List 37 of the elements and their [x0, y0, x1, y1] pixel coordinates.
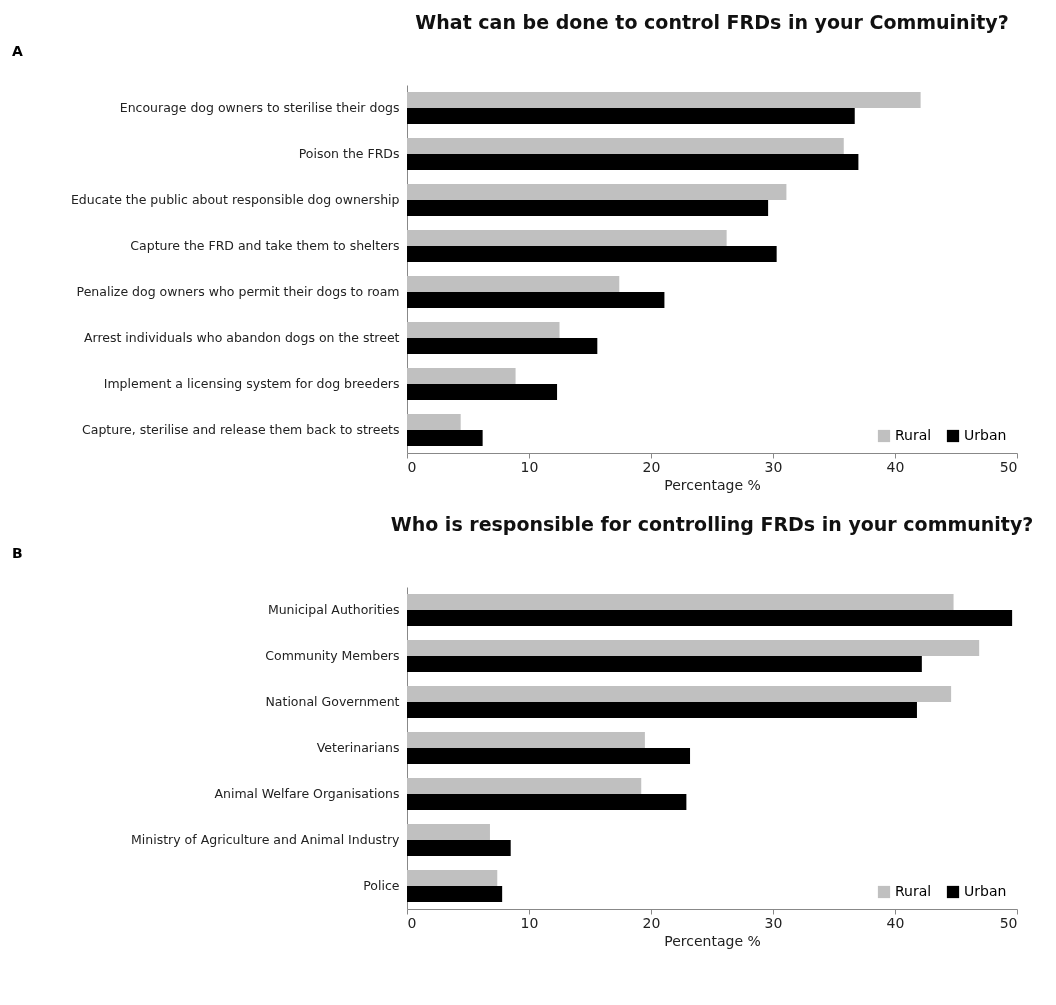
chart-title: What can be done to control FRDs in your Commuinity?: [415, 11, 1009, 33]
legend-label: Rural: [895, 427, 932, 443]
legend-label: Urban: [964, 427, 1007, 443]
x-axis-title: Percentage %: [664, 476, 761, 493]
y-tick-label: Veterinarians: [316, 740, 400, 755]
y-tick-label: Arrest individuals who abandon dogs on the street: [83, 330, 400, 345]
x-tick-label: 20: [642, 914, 661, 931]
x-tick-label: 50: [999, 914, 1018, 931]
legend-label: Urban: [964, 883, 1007, 899]
text: A: [12, 43, 23, 59]
x-tick-label: 50: [999, 458, 1018, 475]
legend-label: Rural: [895, 883, 932, 899]
x-tick-label: 0: [407, 914, 417, 931]
chart-title: Who is responsible for controlling FRDs in your community?: [390, 513, 1034, 535]
y-tick-label: Poison the FRDs: [298, 146, 400, 161]
y-tick-label: Police: [363, 878, 400, 893]
x-tick-label: 10: [520, 458, 539, 475]
y-tick-label: Animal Welfare Organisations: [214, 786, 400, 801]
y-tick-label: Capture the FRD and take them to shelters: [130, 238, 400, 253]
y-tick-label: National Government: [265, 694, 400, 709]
x-axis-title: Percentage %: [664, 932, 761, 949]
y-tick-label: Implement a licensing system for dog breeders: [103, 376, 400, 391]
y-tick-label: Ministry of Agriculture and Animal Industry: [131, 832, 401, 847]
x-tick-label: 30: [764, 458, 783, 475]
y-tick-label: Penalize dog owners who permit their dogs to roam: [76, 284, 400, 299]
x-tick-label: 10: [520, 914, 539, 931]
x-tick-label: 30: [764, 914, 783, 931]
x-tick-label: 20: [642, 458, 661, 475]
y-tick-label: Municipal Authorities: [267, 602, 400, 617]
y-tick-label: Educate the public about responsible dog ownership: [70, 192, 400, 207]
x-tick-label: 0: [407, 458, 417, 475]
y-tick-label: Encourage dog owners to sterilise their dogs: [119, 100, 400, 115]
x-tick-label: 40: [886, 914, 905, 931]
text: B: [12, 545, 23, 561]
y-tick-label: Capture, sterilise and release them back to streets: [82, 422, 400, 437]
y-tick-label: Community Members: [265, 648, 400, 663]
x-tick-label: 40: [886, 458, 905, 475]
